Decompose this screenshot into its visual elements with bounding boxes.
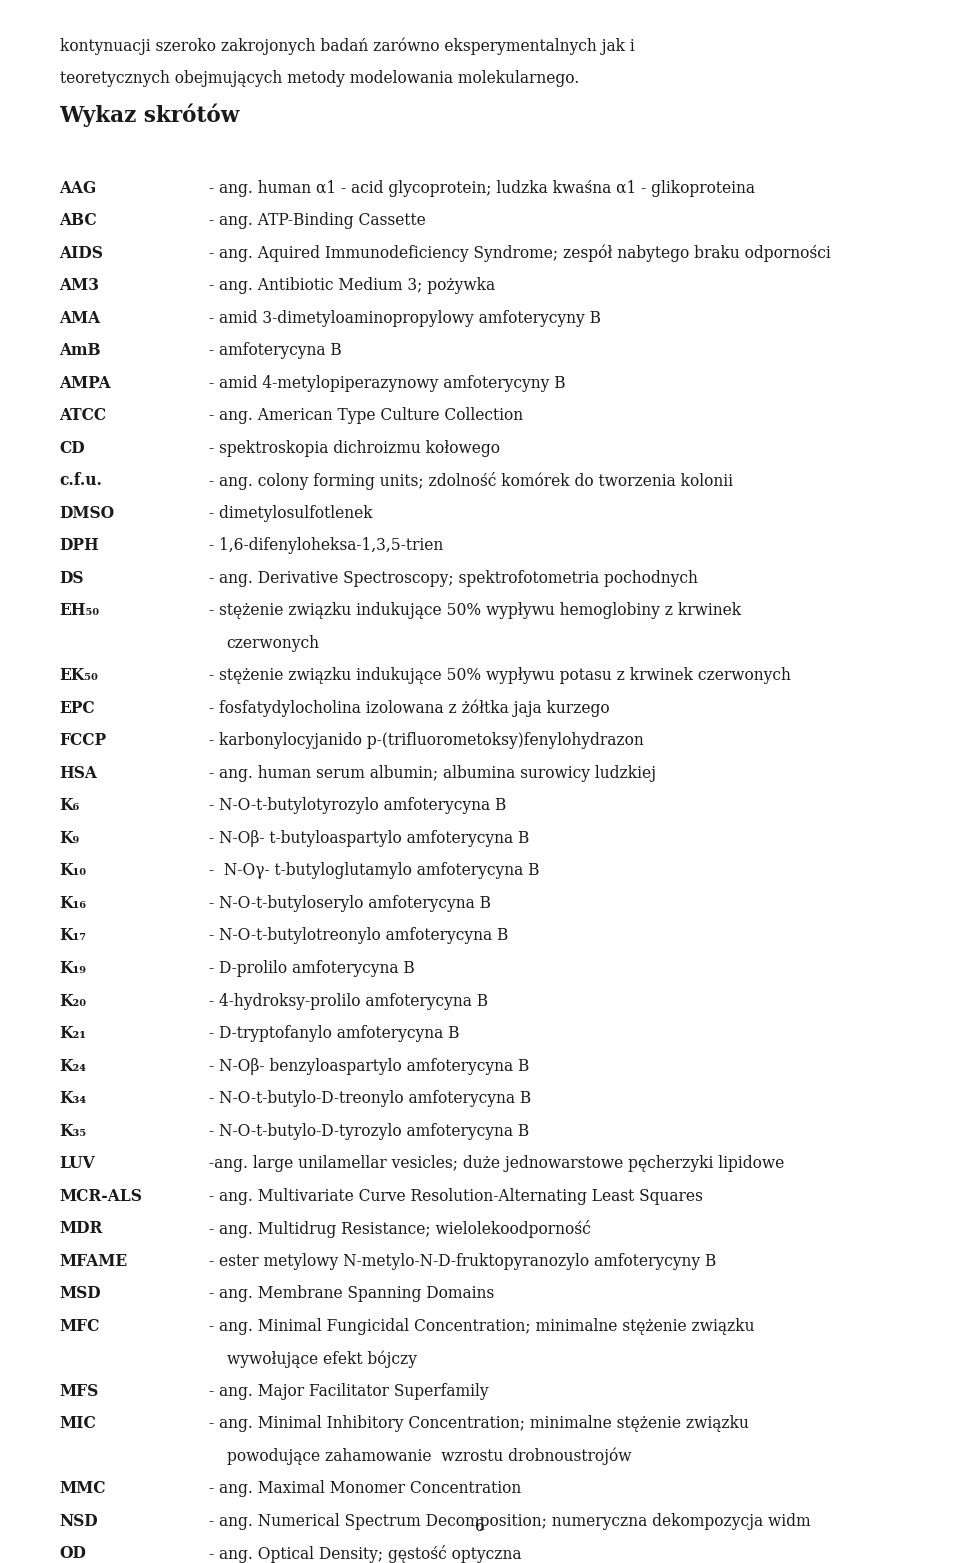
Text: K₂₁: K₂₁ bbox=[60, 1025, 86, 1043]
Text: K₂₀: K₂₀ bbox=[60, 993, 86, 1010]
Text: FCCP: FCCP bbox=[60, 733, 107, 749]
Text: AM3: AM3 bbox=[60, 277, 100, 294]
Text: - ang. Aquired Immunodeficiency Syndrome; zespół nabytego braku odporności: - ang. Aquired Immunodeficiency Syndrome… bbox=[209, 245, 831, 263]
Text: K₁₉: K₁₉ bbox=[60, 960, 86, 977]
Text: - ang. Derivative Spectroscopy; spektrofotometria pochodnych: - ang. Derivative Spectroscopy; spektrof… bbox=[209, 570, 698, 586]
Text: - D-tryptofanylo amfoterycyna B: - D-tryptofanylo amfoterycyna B bbox=[209, 1025, 460, 1043]
Text: MFC: MFC bbox=[60, 1318, 100, 1335]
Text: - ang. American Type Culture Collection: - ang. American Type Culture Collection bbox=[209, 408, 523, 424]
Text: - N-O-t-butylo-D-treonylo amfoterycyna B: - N-O-t-butylo-D-treonylo amfoterycyna B bbox=[209, 1089, 532, 1107]
Text: EK₅₀: EK₅₀ bbox=[60, 667, 98, 685]
Text: - ang. Multivariate Curve Resolution-Alternating Least Squares: - ang. Multivariate Curve Resolution-Alt… bbox=[209, 1188, 703, 1205]
Text: DMSO: DMSO bbox=[60, 505, 114, 522]
Text: powodujące zahamowanie  wzrostu drobnoustrojów: powodujące zahamowanie wzrostu drobnoust… bbox=[227, 1447, 631, 1465]
Text: EH₅₀: EH₅₀ bbox=[60, 602, 100, 619]
Text: - D-prolilo amfoterycyna B: - D-prolilo amfoterycyna B bbox=[209, 960, 415, 977]
Text: LUV: LUV bbox=[60, 1155, 95, 1172]
Text: MDR: MDR bbox=[60, 1221, 103, 1236]
Text: - N-Oβ- t-butyloaspartylo amfoterycyna B: - N-Oβ- t-butyloaspartylo amfoterycyna B bbox=[209, 830, 530, 847]
Text: c.f.u.: c.f.u. bbox=[60, 472, 103, 489]
Text: - spektroskopia dichroizmu kołowego: - spektroskopia dichroizmu kołowego bbox=[209, 439, 500, 456]
Text: - ang. Membrane Spanning Domains: - ang. Membrane Spanning Domains bbox=[209, 1285, 494, 1302]
Text: - dimetylosulfotlenek: - dimetylosulfotlenek bbox=[209, 505, 372, 522]
Text: - N-O-t-butylotyrozylo amfoterycyna B: - N-O-t-butylotyrozylo amfoterycyna B bbox=[209, 797, 507, 814]
Text: MIC: MIC bbox=[60, 1415, 96, 1432]
Text: - karbonylocyjanido p-(trifluorometoksy)fenylohydrazon: - karbonylocyjanido p-(trifluorometoksy)… bbox=[209, 733, 644, 749]
Text: MMC: MMC bbox=[60, 1480, 106, 1497]
Text: DPH: DPH bbox=[60, 538, 99, 555]
Text: K₃₄: K₃₄ bbox=[60, 1089, 86, 1107]
Text: - amid 3-dimetyloaminopropylowy amfoterycyny B: - amid 3-dimetyloaminopropylowy amfotery… bbox=[209, 309, 601, 327]
Text: - N-O-t-butyloserylo amfoterycyna B: - N-O-t-butyloserylo amfoterycyna B bbox=[209, 896, 492, 911]
Text: K₁₀: K₁₀ bbox=[60, 863, 86, 880]
Text: K₆: K₆ bbox=[60, 797, 80, 814]
Text: -  N-Oγ- t-butyloglutamylo amfoterycyna B: - N-Oγ- t-butyloglutamylo amfoterycyna B bbox=[209, 863, 540, 880]
Text: - ang. ATP-Binding Cassette: - ang. ATP-Binding Cassette bbox=[209, 213, 426, 230]
Text: K₂₄: K₂₄ bbox=[60, 1058, 86, 1074]
Text: kontynuacji szeroko zakrojonych badań zarówno eksperymentalnych jak i: kontynuacji szeroko zakrojonych badań za… bbox=[60, 38, 635, 55]
Text: - stężenie związku indukujące 50% wypływu hemoglobiny z krwinek: - stężenie związku indukujące 50% wypływ… bbox=[209, 602, 741, 619]
Text: - ang. Antibiotic Medium 3; pożywka: - ang. Antibiotic Medium 3; pożywka bbox=[209, 277, 495, 294]
Text: - ang. human serum albumin; albumina surowicy ludzkiej: - ang. human serum albumin; albumina sur… bbox=[209, 764, 657, 782]
Text: - ang. human α1 - acid glycoprotein; ludzka kwaśna α1 - glikoproteina: - ang. human α1 - acid glycoprotein; lud… bbox=[209, 180, 756, 197]
Text: - ang. Maximal Monomer Concentration: - ang. Maximal Monomer Concentration bbox=[209, 1480, 521, 1497]
Text: AIDS: AIDS bbox=[60, 245, 104, 261]
Text: - ang. colony forming units; zdolność komórek do tworzenia kolonii: - ang. colony forming units; zdolność ko… bbox=[209, 472, 733, 491]
Text: - ang. Numerical Spectrum Decomposition; numeryczna dekompozycja widm: - ang. Numerical Spectrum Decomposition;… bbox=[209, 1513, 811, 1530]
Text: OD: OD bbox=[60, 1546, 86, 1561]
Text: - 4-hydroksy-prolilo amfoterycyna B: - 4-hydroksy-prolilo amfoterycyna B bbox=[209, 993, 489, 1010]
Text: MCR-ALS: MCR-ALS bbox=[60, 1188, 142, 1205]
Text: K₁₇: K₁₇ bbox=[60, 927, 86, 944]
Text: ATCC: ATCC bbox=[60, 408, 107, 424]
Text: AMPA: AMPA bbox=[60, 375, 111, 392]
Text: MFAME: MFAME bbox=[60, 1252, 128, 1269]
Text: DS: DS bbox=[60, 570, 84, 586]
Text: EPC: EPC bbox=[60, 700, 95, 717]
Text: -ang. large unilamellar vesicles; duże jednowarstowe pęcherzyki lipidowe: -ang. large unilamellar vesicles; duże j… bbox=[209, 1155, 784, 1172]
Text: czerwonych: czerwonych bbox=[227, 635, 320, 652]
Text: NSD: NSD bbox=[60, 1513, 98, 1530]
Text: - N-O-t-butylo-D-tyrozylo amfoterycyna B: - N-O-t-butylo-D-tyrozylo amfoterycyna B bbox=[209, 1122, 530, 1139]
Text: wywołujące efekt bójczy: wywołujące efekt bójczy bbox=[227, 1350, 417, 1368]
Text: teoretycznych obejmujących metody modelowania molekularnego.: teoretycznych obejmujących metody modelo… bbox=[60, 70, 579, 88]
Text: - ang. Multidrug Resistance; wielolekoodporność: - ang. Multidrug Resistance; wielolekood… bbox=[209, 1221, 591, 1238]
Text: - N-Oβ- benzyloaspartylo amfoterycyna B: - N-Oβ- benzyloaspartylo amfoterycyna B bbox=[209, 1058, 530, 1074]
Text: AMA: AMA bbox=[60, 309, 101, 327]
Text: - N-O-t-butylotreonylo amfoterycyna B: - N-O-t-butylotreonylo amfoterycyna B bbox=[209, 927, 509, 944]
Text: - 1,6-difenyloheksa-1,3,5-trien: - 1,6-difenyloheksa-1,3,5-trien bbox=[209, 538, 444, 555]
Text: - amfoterycyna B: - amfoterycyna B bbox=[209, 342, 342, 359]
Text: - stężenie związku indukujące 50% wypływu potasu z krwinek czerwonych: - stężenie związku indukujące 50% wypływ… bbox=[209, 667, 791, 685]
Text: - ang. Major Facilitator Superfamily: - ang. Major Facilitator Superfamily bbox=[209, 1383, 489, 1399]
Text: AAG: AAG bbox=[60, 180, 97, 197]
Text: K₁₆: K₁₆ bbox=[60, 896, 86, 911]
Text: MSD: MSD bbox=[60, 1285, 101, 1302]
Text: MFS: MFS bbox=[60, 1383, 99, 1399]
Text: K₃₅: K₃₅ bbox=[60, 1122, 86, 1139]
Text: - ang. Minimal Fungicidal Concentration; minimalne stężenie związku: - ang. Minimal Fungicidal Concentration;… bbox=[209, 1318, 755, 1335]
Text: Wykaz skrótów: Wykaz skrótów bbox=[60, 103, 240, 127]
Text: - fosfatydylocholina izolowana z żółtka jaja kurzego: - fosfatydylocholina izolowana z żółtka … bbox=[209, 700, 610, 717]
Text: CD: CD bbox=[60, 439, 85, 456]
Text: K₉: K₉ bbox=[60, 830, 80, 847]
Text: - amid 4-metylopiperazynowy amfoterycyny B: - amid 4-metylopiperazynowy amfoterycyny… bbox=[209, 375, 565, 392]
Text: - ang. Optical Density; gęstość optyczna: - ang. Optical Density; gęstość optyczna bbox=[209, 1546, 522, 1563]
Text: 6: 6 bbox=[475, 1518, 485, 1535]
Text: - ester metylowy N-metylo-N-D-fruktopyranozylo amfoterycyny B: - ester metylowy N-metylo-N-D-fruktopyra… bbox=[209, 1252, 717, 1269]
Text: ABC: ABC bbox=[60, 213, 97, 230]
Text: AmB: AmB bbox=[60, 342, 101, 359]
Text: HSA: HSA bbox=[60, 764, 97, 782]
Text: - ang. Minimal Inhibitory Concentration; minimalne stężenie związku: - ang. Minimal Inhibitory Concentration;… bbox=[209, 1415, 749, 1432]
